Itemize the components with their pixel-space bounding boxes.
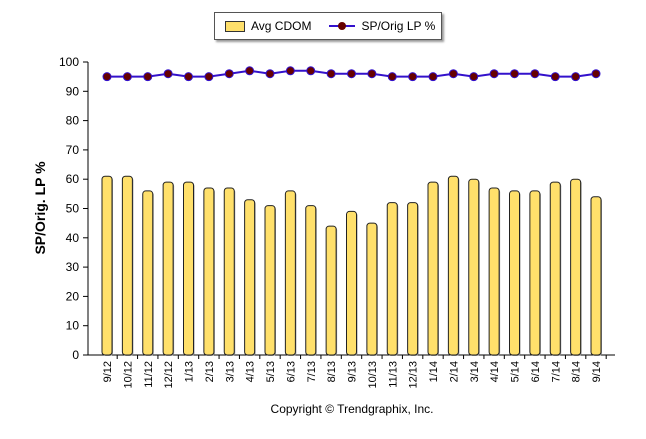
copyright: Copyright © Trendgraphix, Inc. bbox=[270, 402, 434, 416]
line-point bbox=[204, 72, 214, 82]
line-point bbox=[591, 69, 601, 79]
line-point bbox=[326, 69, 336, 79]
x-tick-label: 8/14 bbox=[571, 361, 583, 382]
legend-label-sp-orig: SP/Orig LP % bbox=[361, 19, 436, 33]
line-point bbox=[448, 69, 458, 79]
x-tick-label: 9/14 bbox=[591, 361, 603, 382]
line-point bbox=[489, 69, 499, 79]
y-tick-label: 20 bbox=[66, 289, 80, 303]
y-tick-label: 10 bbox=[66, 319, 80, 333]
line-point bbox=[245, 66, 255, 76]
bar bbox=[529, 190, 541, 356]
x-tick-label: 5/13 bbox=[265, 361, 277, 382]
bar bbox=[468, 178, 480, 356]
line-point bbox=[224, 69, 234, 79]
x-tick-label: 6/14 bbox=[530, 361, 542, 382]
bar bbox=[101, 175, 113, 356]
y-tick-label: 80 bbox=[66, 114, 80, 128]
x-tick-label: 1/14 bbox=[428, 361, 440, 382]
legend-swatch-avg-cdom bbox=[225, 20, 245, 32]
x-tick-label: 6/13 bbox=[285, 361, 297, 382]
x-tick-label: 3/13 bbox=[224, 361, 236, 382]
x-tick-label: 4/13 bbox=[245, 361, 257, 382]
y-tick-label: 90 bbox=[66, 84, 80, 98]
bar bbox=[386, 202, 398, 356]
x-tick-label: 9/12 bbox=[102, 361, 114, 382]
line-point bbox=[428, 72, 438, 82]
bar bbox=[590, 196, 602, 356]
bar bbox=[121, 175, 133, 356]
legend-label-avg-cdom: Avg CDOM bbox=[251, 19, 312, 33]
bar bbox=[447, 175, 459, 356]
y-tick-label: 0 bbox=[72, 348, 79, 362]
bar bbox=[142, 190, 154, 356]
bar bbox=[183, 181, 194, 356]
bar bbox=[284, 190, 296, 356]
x-tick-label: 12/12 bbox=[163, 361, 175, 389]
line-point bbox=[306, 66, 316, 76]
x-tick-label: 2/13 bbox=[204, 361, 216, 382]
line-point bbox=[347, 69, 356, 79]
bar bbox=[325, 225, 337, 356]
x-tick-label: 7/13 bbox=[306, 361, 318, 382]
line-point bbox=[163, 69, 173, 79]
x-tick-label: 11/13 bbox=[387, 361, 399, 388]
line-point bbox=[367, 69, 377, 79]
x-tick-label: 10/12 bbox=[122, 361, 134, 389]
x-tick-label: 5/14 bbox=[510, 361, 522, 382]
y-axis-label: SP/Orig. LP % bbox=[32, 161, 48, 255]
y-tick-label: 100 bbox=[59, 55, 79, 69]
bar bbox=[570, 178, 582, 356]
x-tick-label: 2/14 bbox=[448, 361, 460, 382]
bar bbox=[509, 190, 520, 356]
x-tick-label: 7/14 bbox=[550, 361, 562, 382]
line-point bbox=[102, 72, 112, 82]
y-tick-label: 50 bbox=[66, 202, 80, 216]
bar bbox=[346, 210, 357, 356]
y-tick-label: 70 bbox=[66, 143, 80, 157]
line-point bbox=[550, 72, 560, 82]
bar bbox=[488, 187, 500, 356]
bar bbox=[264, 205, 276, 356]
x-tick-label: 9/13 bbox=[347, 361, 359, 382]
x-tick-label: 3/14 bbox=[469, 361, 481, 382]
x-tick-label: 11/12 bbox=[143, 361, 155, 388]
line-point bbox=[285, 66, 295, 76]
y-tick-label: 30 bbox=[66, 260, 80, 274]
bar bbox=[366, 222, 378, 356]
x-tick-label: 12/13 bbox=[408, 361, 420, 389]
bar bbox=[203, 187, 215, 356]
line-point bbox=[265, 69, 275, 79]
y-tick-label: 40 bbox=[66, 231, 80, 245]
bar bbox=[162, 181, 174, 356]
y-tick-label: 60 bbox=[66, 172, 80, 186]
line-point bbox=[122, 72, 132, 82]
line-point bbox=[571, 72, 581, 82]
line-point bbox=[387, 72, 397, 82]
bar bbox=[427, 181, 439, 356]
bar bbox=[407, 202, 419, 356]
bar bbox=[244, 199, 256, 356]
bar bbox=[549, 181, 561, 356]
bar bbox=[305, 205, 317, 356]
line-point bbox=[184, 72, 193, 82]
legend: Avg CDOM SP/Orig LP % bbox=[214, 12, 442, 40]
line-point bbox=[510, 69, 519, 79]
x-tick-label: 10/13 bbox=[367, 361, 379, 389]
line-point bbox=[530, 69, 540, 79]
bar bbox=[223, 187, 235, 356]
line-point bbox=[469, 72, 479, 82]
line-point bbox=[143, 72, 153, 82]
line-point bbox=[408, 72, 418, 82]
x-tick-label: 8/13 bbox=[326, 361, 338, 382]
x-tick-label: 4/14 bbox=[489, 361, 501, 382]
legend-swatch-sp-orig bbox=[329, 22, 356, 30]
x-tick-label: 1/13 bbox=[184, 361, 196, 382]
